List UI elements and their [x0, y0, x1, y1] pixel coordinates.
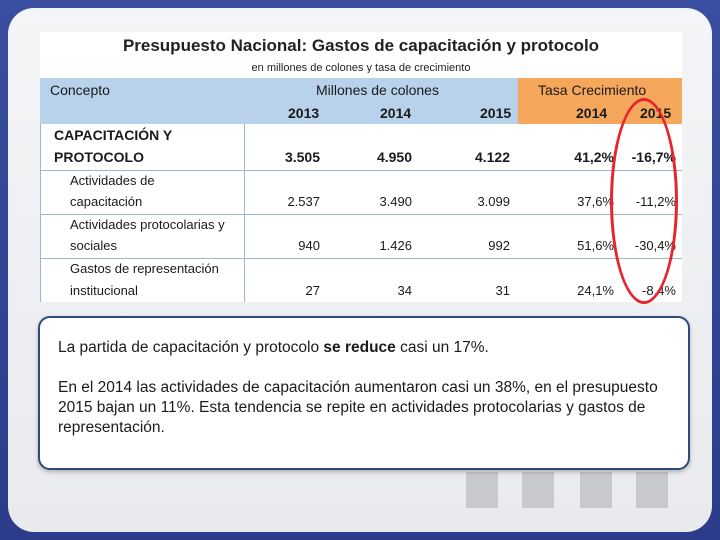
commentary-textbox: La partida de capacitación y protocolo s… — [38, 316, 690, 470]
grid-line — [40, 170, 682, 171]
header-concepto: Concepto — [50, 82, 110, 98]
row-3-concept-line1: Gastos de representación — [70, 261, 219, 276]
row-2-rate-2014: 51,6% — [577, 238, 614, 253]
row-0-rate-2014: 41,2% — [574, 149, 614, 165]
header-tasa: Tasa Crecimiento — [538, 82, 647, 98]
row-3-rate-2014: 24,1% — [577, 283, 614, 298]
commentary-p1-start: La partida de capacitación y protocolo — [58, 339, 324, 356]
row-3-value-2013: 27 — [305, 283, 320, 298]
header-year-2015: 2015 — [480, 105, 512, 121]
commentary-paragraph-2: En el 2014 las actividades de capacitaci… — [58, 379, 658, 436]
row-2-concept-line1: Actividades protocolarias y — [70, 217, 225, 232]
grid-line — [244, 124, 245, 302]
grid-line — [40, 124, 41, 302]
header-year-2014: 2014 — [380, 105, 412, 121]
row-0-concept-line2: PROTOCOLO — [54, 149, 144, 165]
header-tasa-2014: 2014 — [576, 105, 608, 121]
deco-square — [580, 472, 612, 508]
row-1-value-2014: 3.490 — [379, 194, 412, 209]
commentary-p1-end: casi un 17%. — [395, 339, 489, 356]
highlight-oval — [610, 98, 678, 304]
row-0-value-2015: 4.122 — [474, 149, 510, 165]
budget-table: Presupuesto Nacional: Gastos de capacita… — [40, 32, 682, 302]
deco-square — [466, 472, 498, 508]
row-0-value-2014: 4.950 — [376, 149, 412, 165]
grid-line — [40, 214, 682, 215]
row-1-rate-2014: 37,6% — [577, 194, 614, 209]
row-1-concept-line2: capacitación — [70, 194, 143, 209]
header-blue-band — [40, 78, 518, 124]
row-3-concept-line2: institucional — [70, 283, 138, 298]
commentary-paragraph-1: La partida de capacitación y protocolo s… — [58, 338, 670, 358]
row-0-value-2013: 3.505 — [284, 149, 320, 165]
row-1-value-2013: 2.537 — [287, 194, 320, 209]
row-0-concept-line1: CAPACITACIÓN Y — [54, 127, 173, 143]
deco-square — [522, 472, 554, 508]
row-2-value-2013: 940 — [298, 238, 320, 253]
row-1-concept-line1: Actividades de — [70, 173, 155, 188]
row-2-value-2014: 1.426 — [379, 238, 412, 253]
row-3-value-2015: 31 — [495, 283, 510, 298]
row-3-value-2014: 34 — [397, 283, 412, 298]
grid-line — [40, 258, 682, 259]
commentary-p1-emphasis: se reduce — [323, 339, 396, 356]
deco-square — [636, 472, 668, 508]
header-millones: Millones de colones — [316, 82, 439, 98]
row-2-concept-line2: sociales — [70, 238, 117, 253]
decorative-squares — [466, 472, 676, 508]
row-2-value-2015: 992 — [488, 238, 510, 253]
header-year-2013: 2013 — [288, 105, 320, 121]
table-title: Presupuesto Nacional: Gastos de capacita… — [122, 36, 600, 55]
row-1-value-2015: 3.099 — [477, 194, 510, 209]
table-subtitle: en millones de colones y tasa de crecimi… — [251, 62, 471, 73]
